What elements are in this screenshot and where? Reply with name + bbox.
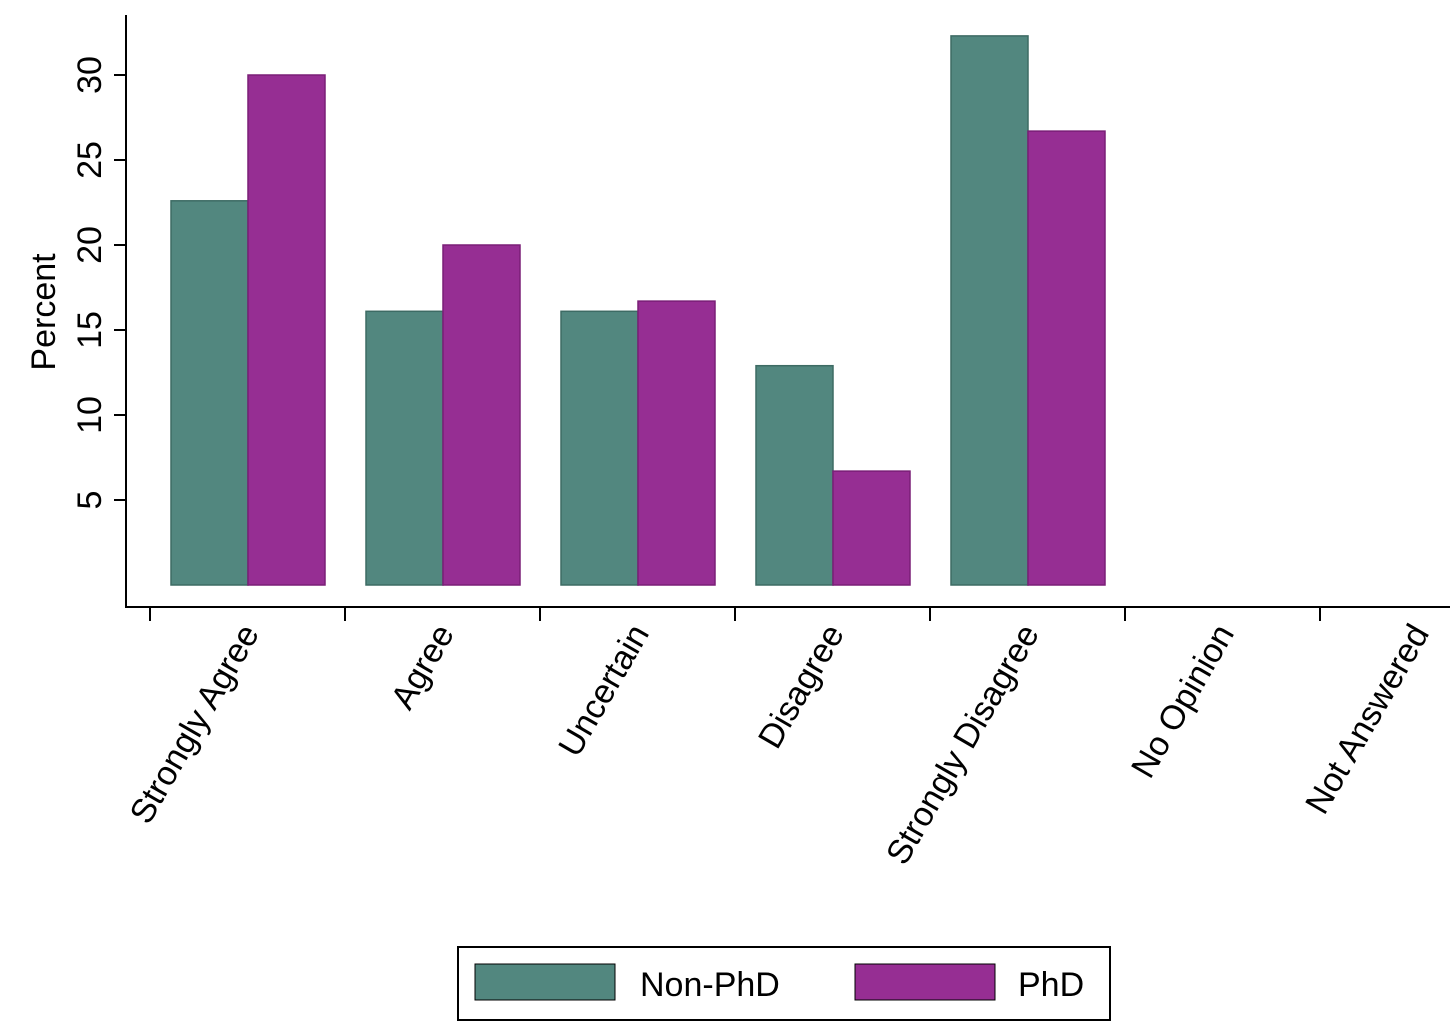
- y-tick-label: 25: [71, 141, 109, 179]
- legend-swatch-non-phd: [474, 963, 616, 1001]
- x-tick-label-agree: Agree: [384, 618, 462, 716]
- bar-non-phd-disagree: [755, 364, 834, 586]
- bar-non-phd-strongly-disagree: [950, 35, 1029, 586]
- bar-phd-uncertain: [637, 300, 716, 586]
- legend-label-non-phd: Non-PhD: [640, 966, 780, 1004]
- x-tick-label-strongly-disagree: Strongly Disagree: [879, 618, 1047, 871]
- x-tick-label-strongly-agree: Strongly Agree: [123, 618, 267, 830]
- bar-non-phd-agree: [365, 310, 444, 586]
- x-tick-label-uncertain: Uncertain: [551, 618, 657, 763]
- y-tick-label: 10: [71, 396, 109, 434]
- x-tick-label-not-answered: Not Answered: [1298, 618, 1437, 820]
- y-ticks-group: 5 10 15 20 25 30: [71, 56, 126, 509]
- y-tick-label: 30: [71, 56, 109, 94]
- bar-phd-strongly-agree: [247, 74, 326, 586]
- y-tick-label: 20: [71, 226, 109, 264]
- bar-non-phd-strongly-agree: [170, 200, 249, 586]
- bar-phd-disagree: [832, 470, 911, 586]
- bars-group: [170, 35, 1106, 586]
- bar-phd-strongly-disagree: [1027, 130, 1106, 586]
- x-ticks-group: Strongly Agree Agree Uncertain Disagree Stro…: [123, 607, 1437, 871]
- legend-label-phd: PhD: [1018, 966, 1084, 1004]
- legend: Non-PhD PhD: [457, 946, 1111, 1021]
- y-tick-label: 15: [71, 311, 109, 349]
- bar-non-phd-uncertain: [560, 310, 639, 586]
- x-tick-label-no-opinion: No Opinion: [1124, 618, 1242, 784]
- legend-swatch-phd: [854, 963, 996, 1001]
- bar-phd-agree: [442, 244, 521, 586]
- y-axis-title: Percent: [25, 253, 63, 371]
- x-tick-label-disagree: Disagree: [751, 618, 852, 755]
- y-tick-label: 5: [71, 491, 109, 510]
